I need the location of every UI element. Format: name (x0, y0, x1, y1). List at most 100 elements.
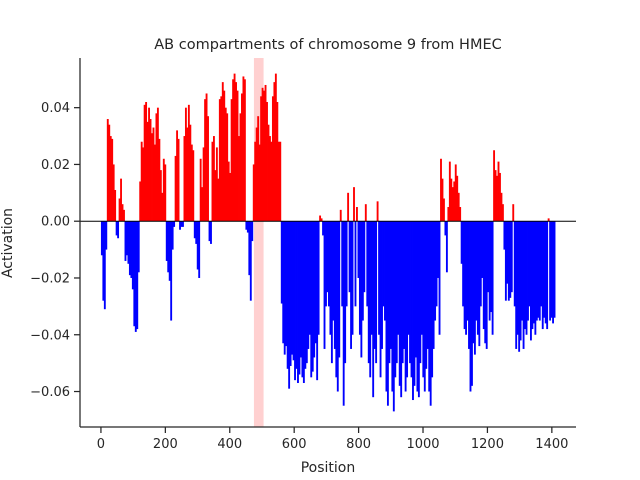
bar (301, 221, 304, 378)
bar (121, 204, 124, 222)
bar (133, 221, 136, 327)
bar (106, 119, 109, 222)
x-tick-label: 1200 (471, 437, 504, 452)
bar (389, 221, 392, 349)
bar (143, 104, 146, 222)
bar (549, 221, 552, 321)
bar (546, 221, 549, 330)
bar (283, 221, 286, 355)
bar (155, 113, 158, 222)
bar (229, 172, 232, 222)
bar (313, 221, 316, 358)
bar (190, 144, 193, 222)
bar (218, 99, 221, 222)
bar (417, 221, 420, 398)
bar (450, 178, 453, 222)
bar (196, 221, 199, 270)
bar (117, 221, 120, 239)
bar (412, 221, 414, 401)
bar (441, 178, 444, 222)
bar (351, 221, 354, 335)
bar (463, 221, 466, 330)
y-tick-label: 0.00 (41, 215, 70, 230)
bar (538, 221, 541, 321)
bar (302, 221, 305, 384)
bar (242, 76, 245, 222)
bar (207, 116, 209, 222)
bar (522, 221, 525, 349)
bar (195, 221, 198, 244)
bar (372, 221, 375, 398)
highlight-band (253, 58, 264, 427)
bar (509, 221, 512, 298)
bar (288, 221, 291, 389)
bar (426, 221, 429, 349)
bar (456, 175, 459, 222)
bar (210, 221, 212, 244)
bar (361, 221, 364, 321)
bar (266, 101, 268, 222)
x-tick-label: 800 (346, 437, 371, 452)
bar (131, 221, 134, 290)
bar (162, 158, 165, 222)
bar (479, 221, 482, 307)
bar (332, 221, 335, 321)
bar (176, 130, 179, 222)
bar (516, 221, 519, 335)
bar (205, 93, 208, 222)
bar (184, 107, 187, 222)
bar (137, 221, 140, 273)
y-tick-label: −0.04 (30, 328, 70, 343)
bar (503, 221, 506, 250)
bar (170, 221, 173, 321)
bar (235, 82, 237, 222)
bar (217, 178, 220, 222)
bar (307, 221, 310, 349)
bar (221, 82, 224, 222)
bar (524, 221, 526, 330)
bar (403, 221, 406, 349)
bar (245, 221, 248, 230)
bar (469, 221, 472, 392)
bar (444, 221, 447, 236)
bar (151, 133, 153, 222)
bar (325, 221, 327, 307)
bar (243, 79, 246, 222)
bar (192, 150, 195, 222)
bar (506, 221, 509, 284)
bar (525, 221, 528, 335)
x-tick-label: 0 (97, 437, 105, 452)
bar (146, 121, 149, 222)
bar (114, 189, 117, 222)
bar (404, 221, 407, 392)
bar (249, 221, 252, 301)
bar (440, 158, 442, 222)
bar (541, 221, 544, 330)
bar (510, 221, 513, 293)
bar (215, 147, 218, 222)
bar (550, 221, 553, 318)
bar (451, 187, 454, 222)
y-axis-label: Activation (0, 208, 16, 278)
bar (448, 161, 451, 222)
bar (199, 158, 202, 222)
bar (269, 136, 271, 222)
bar (485, 221, 488, 349)
bar (274, 73, 277, 222)
bar (454, 164, 457, 222)
bar (326, 221, 329, 293)
bar (255, 127, 258, 222)
bar (154, 144, 156, 222)
bar (251, 221, 254, 242)
bar (289, 221, 292, 366)
bar (127, 221, 130, 264)
chart-title: AB compartments of chromosome 9 from HME… (154, 37, 502, 53)
x-tick-label: 600 (282, 437, 307, 452)
bar (319, 215, 322, 222)
bar (292, 221, 295, 361)
bar (443, 198, 445, 222)
bar (375, 221, 378, 364)
bar (478, 221, 481, 347)
bar (108, 124, 111, 222)
bar (496, 175, 498, 222)
